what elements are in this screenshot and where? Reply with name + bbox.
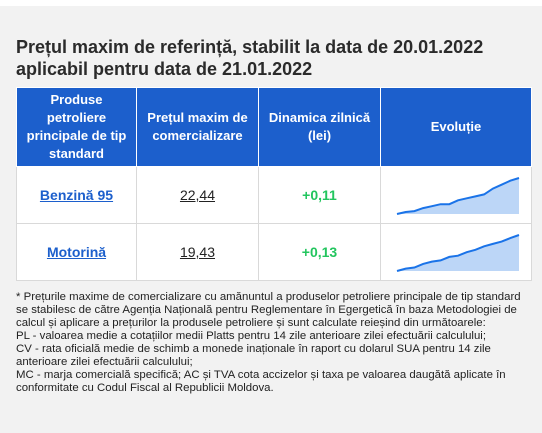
price-value: 22,44	[179, 187, 216, 203]
footnote-intro: * Prețurile maxime de comercializare cu …	[16, 291, 521, 329]
product-cell: Benzină 95	[16, 166, 137, 224]
table-row: Benzină 95 22,44 +0,11	[16, 166, 532, 224]
price-table: Produse petroliere principale de tip sta…	[16, 87, 532, 281]
title-line-1: Prețul maxim de referință, stabilit la d…	[16, 37, 484, 57]
price-value: 19,43	[179, 244, 216, 260]
sparkline-motorina	[396, 234, 520, 272]
product-link-motorina[interactable]: Motorină	[46, 244, 107, 260]
daily-dynamics-value: +0,13	[301, 244, 338, 260]
footnotes: * Prețurile maxime de comercializare cu …	[16, 291, 528, 395]
footnote-mc: MC - marja comercială specifică; AC și T…	[16, 369, 506, 394]
daily-dynamics-value: +0,11	[302, 187, 337, 203]
table-row: Motorină 19,43 +0,13	[16, 223, 532, 281]
price-cell: 22,44	[136, 166, 259, 224]
footnote-cv: CV - rata oficială medie de schimb a mon…	[16, 343, 491, 368]
price-cell: 19,43	[136, 223, 259, 281]
column-header-product: Produse petroliere principale de tip sta…	[16, 87, 137, 167]
sparkline-line	[396, 177, 520, 215]
product-cell: Motorină	[16, 223, 137, 281]
column-header-evolution: Evoluție	[380, 87, 532, 167]
column-header-dynamics: Dinamica zilnică (lei)	[258, 87, 381, 167]
evolution-cell	[380, 166, 532, 224]
title-line-2: aplicabil pentru data de 21.01.2022	[16, 59, 313, 79]
dynamics-cell: +0,11	[258, 166, 381, 224]
table-header-row: Produse petroliere principale de tip sta…	[16, 87, 532, 167]
top-strip	[0, 0, 542, 6]
sparkline-benzina-95	[396, 177, 520, 215]
page-title: Prețul maxim de referință, stabilit la d…	[16, 36, 531, 80]
sparkline-area	[397, 178, 519, 214]
footnote-pl: PL - valoarea medie a cotațiilor medii P…	[16, 330, 486, 342]
sparkline-line	[396, 234, 520, 272]
sparkline-area	[397, 235, 519, 271]
evolution-cell	[380, 223, 532, 281]
product-link-benzina-95[interactable]: Benzină 95	[39, 187, 114, 203]
dynamics-cell: +0,13	[258, 223, 381, 281]
column-header-price: Prețul maxim de comercializare	[136, 87, 259, 167]
